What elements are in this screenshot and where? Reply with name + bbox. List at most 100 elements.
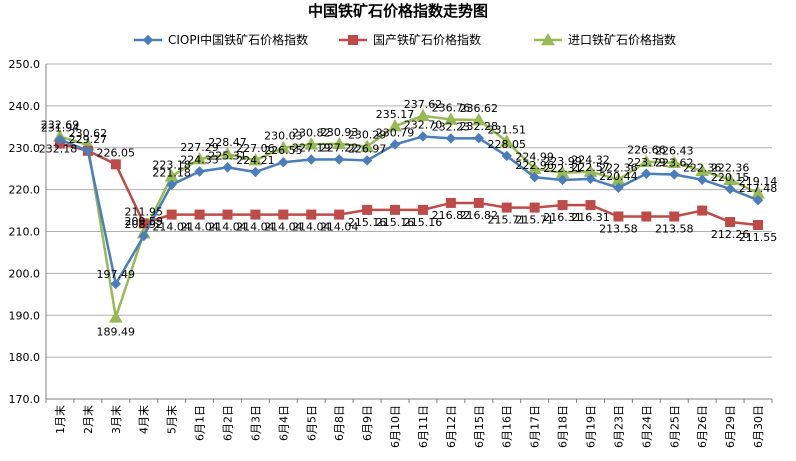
data-label: 209.59 [124,215,163,228]
data-label: 216.31 [543,211,582,224]
marker-square [250,209,261,220]
data-label: 223.62 [655,156,694,169]
x-tick-label: 6月30日 [752,405,765,448]
data-label: 211.55 [739,231,778,244]
marker-diamond [333,154,345,165]
data-label: 226.55 [264,144,303,157]
data-label: 222.36 [711,162,750,175]
marker-square [417,204,428,215]
data-label: 222.57 [571,161,610,174]
x-tick-label: 3月末 [109,405,123,434]
x-tick-label: 6月17日 [529,405,542,448]
data-label: 208.92 [124,218,163,231]
data-label: 216.82 [460,209,499,222]
x-tick-label: 5月末 [165,405,179,434]
data-label: 230.82 [292,126,331,139]
data-label: 232.28 [460,120,499,133]
y-tick-label: 200.0 [9,267,41,280]
data-label: 236.76 [432,101,471,114]
marker-square [334,209,345,220]
x-tick-label: 2月末 [81,405,95,434]
marker-square [166,209,177,220]
data-label: 231.94 [41,122,80,135]
y-tick-label: 190.0 [9,309,41,322]
data-label: 227.19 [292,142,331,155]
marker-square [529,202,540,213]
marker-diamond [278,156,289,168]
marker-triangle [499,134,514,147]
marker-square [473,197,484,208]
data-label: 215.16 [348,216,387,229]
data-label: 214.04 [208,221,247,234]
data-label: 221.18 [152,167,191,180]
y-tick-label: 250.0 [9,58,41,71]
x-tick-label: 1月末 [53,405,67,434]
x-tick-label: 6月10日 [389,405,402,448]
marker-square [501,202,512,213]
marker-diamond [222,162,233,173]
data-label: 215.71 [487,214,526,227]
data-label: 222.96 [515,159,554,172]
data-label: 229.27 [69,133,108,146]
marker-square [390,204,401,215]
data-label: 215.16 [404,216,443,229]
data-label: 235.17 [376,108,415,121]
data-label: 226.05 [97,146,136,159]
data-label: 228.47 [208,136,247,149]
data-label: 214.04 [236,221,275,234]
data-label: 223.99 [543,155,582,168]
marker-diamond [473,132,485,144]
data-label: 214.04 [264,221,303,234]
legend: CIOPI中国铁矿石价格指数 国产铁矿石价格指数 进口铁矿石价格指数 [134,32,676,47]
marker-square [362,204,373,215]
data-label: 220.15 [711,171,750,184]
marker-diamond [724,183,736,195]
x-tick-label: 6月11日 [417,405,430,448]
marker-triangle [220,147,235,160]
marker-diamond [389,139,401,150]
data-label: 230.29 [348,129,387,142]
x-tick-label: 6月1日 [194,405,207,441]
marker-triangle [304,137,319,150]
data-label: 216.82 [432,209,471,222]
data-label: 236.62 [460,102,499,115]
marker-square [725,217,736,228]
marker-diamond [613,182,624,193]
series-layer [53,108,765,323]
marker-triangle [108,310,123,323]
y-tick-label: 220.0 [9,184,41,197]
x-tick-label: 6月12日 [445,405,458,448]
x-tick-label: 6月9日 [361,405,374,441]
data-label: 222.36 [599,162,638,175]
data-label: 214.04 [292,221,331,234]
data-label: 222.31 [543,162,582,175]
data-label: 224.21 [236,154,275,167]
marker-diamond [585,173,596,185]
marker-triangle [639,154,654,168]
data-label: 217.48 [739,182,778,195]
marker-diamond [166,179,177,190]
data-label: 215.16 [376,216,415,229]
data-label: 232.69 [41,118,80,131]
marker-diamond [445,133,457,144]
data-label: 237.62 [404,98,443,111]
chart-title: 中国铁矿石价格指数走势图 [308,2,488,20]
marker-square [557,200,568,211]
data-label: 227.29 [180,141,219,154]
marker-diamond [417,131,429,142]
marker-triangle [388,119,402,132]
marker-triangle [444,112,458,125]
x-tick-label: 6月15日 [473,405,486,448]
data-label: 228.05 [487,138,526,151]
x-tick-label: 6月25日 [668,405,681,448]
y-tick-label: 180.0 [9,351,41,364]
marker-square [138,218,149,229]
marker-square [445,197,456,208]
legend-label: CIOPI中国铁矿石价格指数 [168,32,308,47]
x-tick-label: 6月5日 [305,405,318,441]
marker-square [669,211,680,222]
data-label: 223.79 [627,156,666,169]
marker-triangle [276,140,291,153]
data-label: 220.44 [599,170,638,183]
